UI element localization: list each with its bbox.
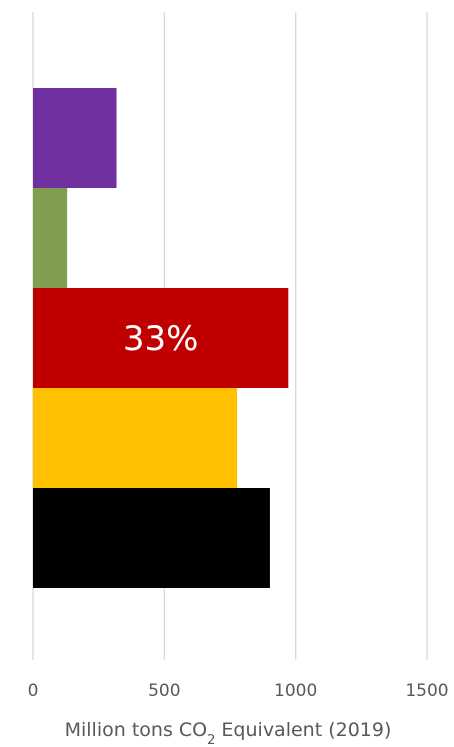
bar [33, 88, 117, 188]
x-tick-label: 0 [28, 681, 39, 701]
x-axis-title: Million tons CO2 Equivalent (2019) [65, 719, 392, 747]
bar-data-label: 33% [123, 319, 199, 359]
x-axis-title-suffix: Equivalent (2019) [215, 719, 391, 741]
bar [33, 288, 289, 388]
x-tick-labels: 0 500 1000 1500 [28, 681, 449, 701]
bars [33, 88, 289, 588]
data-labels: 33% [123, 319, 199, 359]
bar [33, 388, 238, 488]
bar [33, 488, 270, 588]
x-axis-title-subscript: 2 [207, 733, 215, 747]
x-tick-label: 1500 [405, 681, 448, 701]
x-tick-label: 500 [148, 681, 180, 701]
bar [33, 188, 68, 288]
x-tick-label: 1000 [274, 681, 317, 701]
x-axis-title-main: Million tons CO [65, 719, 208, 741]
